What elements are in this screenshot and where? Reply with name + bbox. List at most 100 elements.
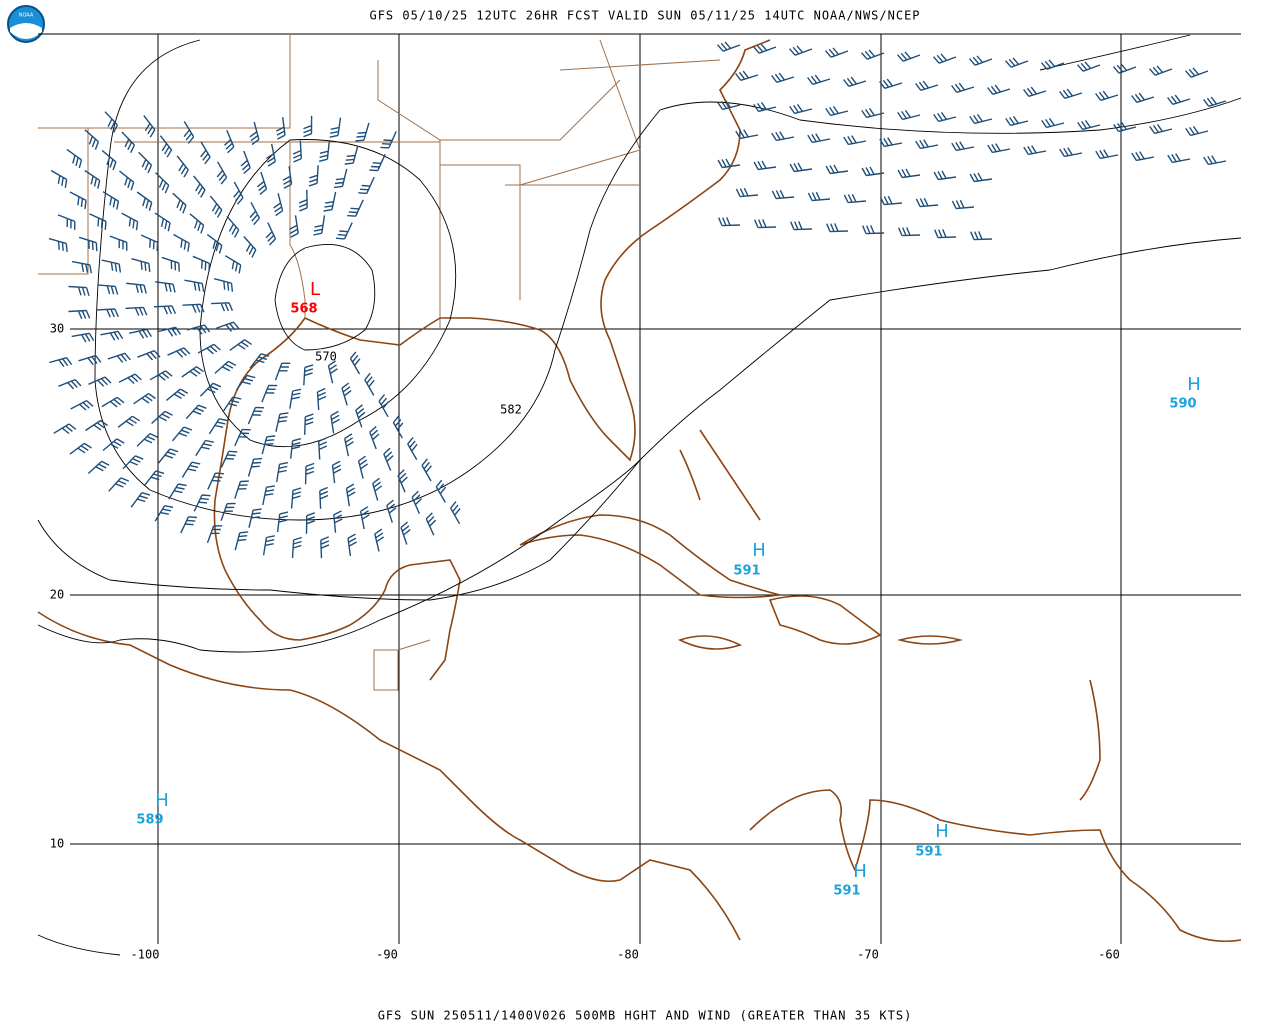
wind-barb <box>71 260 92 274</box>
wind-barb <box>282 166 293 189</box>
wind-barb <box>449 501 461 525</box>
wind-barb <box>951 199 975 210</box>
wind-barb <box>369 153 386 172</box>
wind-barb <box>70 399 94 411</box>
wind-barb <box>1059 88 1083 99</box>
wind-barb <box>355 404 366 428</box>
wind-barb <box>392 415 404 439</box>
wind-barb <box>187 324 211 335</box>
center-value: 591 <box>915 845 942 860</box>
wind-barb <box>78 354 102 366</box>
wind-barb <box>1095 149 1119 160</box>
wind-barb <box>1203 155 1227 166</box>
wind-barb <box>276 511 289 533</box>
lat-label: 30 <box>50 322 64 336</box>
wind-barb <box>195 439 214 457</box>
wind-barb <box>934 229 957 239</box>
wind-barb <box>133 393 156 405</box>
center-symbol: H <box>935 821 949 842</box>
wind-barb <box>789 104 813 115</box>
wind-barb <box>970 231 993 241</box>
wind-barb <box>807 74 831 85</box>
wind-barb <box>89 213 107 230</box>
wind-barb <box>1131 92 1155 103</box>
wind-barb <box>220 450 238 468</box>
wind-barb <box>318 437 328 460</box>
wind-barb <box>117 415 141 428</box>
wind-barb <box>344 433 354 457</box>
wind-barb <box>107 352 131 363</box>
wind-barb <box>789 162 813 173</box>
wind-barb <box>378 394 390 418</box>
wind-barb <box>788 45 813 56</box>
wind-barb <box>717 158 741 169</box>
lon-label: -100 <box>131 948 160 962</box>
wind-barb <box>121 131 136 154</box>
wind-barb <box>861 166 885 177</box>
wind-barb <box>247 406 265 425</box>
wind-barb <box>1167 94 1191 105</box>
wind-barb <box>154 505 174 522</box>
contour-label: 582 <box>500 403 522 417</box>
wind-barb <box>897 168 921 179</box>
wind-barb <box>807 133 831 144</box>
wind-barb <box>159 135 173 158</box>
wind-barb <box>69 191 87 209</box>
wind-barb <box>197 343 221 355</box>
lat-label: 10 <box>50 837 64 851</box>
wind-barb <box>825 164 849 175</box>
wind-barb <box>125 306 148 316</box>
wind-barb <box>951 141 975 152</box>
coastline <box>37 39 1242 943</box>
wind-barb <box>1040 59 1065 70</box>
wind-barb <box>1076 61 1101 72</box>
wind-barb <box>771 131 795 142</box>
wind-barb <box>298 189 308 212</box>
wind-barb <box>126 282 147 294</box>
wind-barb <box>85 419 108 432</box>
wind-barb <box>131 258 151 272</box>
wind-barb <box>308 165 319 187</box>
wind-barb <box>102 438 125 452</box>
wind-barb <box>144 470 165 486</box>
wind-barb <box>213 278 234 292</box>
wind-barb <box>323 191 337 212</box>
wind-barb <box>168 483 187 500</box>
wind-barb <box>374 528 385 552</box>
wind-barb <box>735 70 759 81</box>
wind-barb <box>200 141 211 165</box>
wind-barb <box>843 76 867 87</box>
wind-barb <box>193 175 206 198</box>
wind-barb <box>84 129 100 150</box>
wind-barb <box>345 483 356 507</box>
wind-barb <box>364 372 375 396</box>
wind-barb <box>313 215 326 236</box>
wind-barb <box>243 236 257 258</box>
wind-barb <box>1113 122 1137 133</box>
wind-barb <box>826 223 849 233</box>
wind-barb <box>435 479 447 503</box>
wind-barb <box>735 187 759 198</box>
wind-barb <box>305 512 316 534</box>
wind-barb <box>193 494 211 512</box>
wind-barb <box>189 213 205 234</box>
wind-barb <box>289 388 302 409</box>
wind-barb <box>154 212 171 232</box>
wind-barb <box>216 321 240 332</box>
wind-barb <box>968 55 993 66</box>
wind-barb <box>915 197 939 208</box>
wind-barb <box>349 351 361 375</box>
wind-barb <box>932 53 957 64</box>
center-symbol: L <box>310 279 320 300</box>
wind-barb <box>1005 116 1029 127</box>
wind-barb <box>261 384 278 403</box>
wind-barb <box>386 499 397 523</box>
wind-barb <box>771 72 795 83</box>
wind-barb <box>1023 145 1047 156</box>
wind-barb <box>49 357 73 368</box>
wind-barb <box>397 469 408 493</box>
wind-barb <box>88 376 112 387</box>
wind-barb <box>369 425 380 450</box>
wind-barb <box>130 492 151 508</box>
wind-barb <box>355 122 370 142</box>
